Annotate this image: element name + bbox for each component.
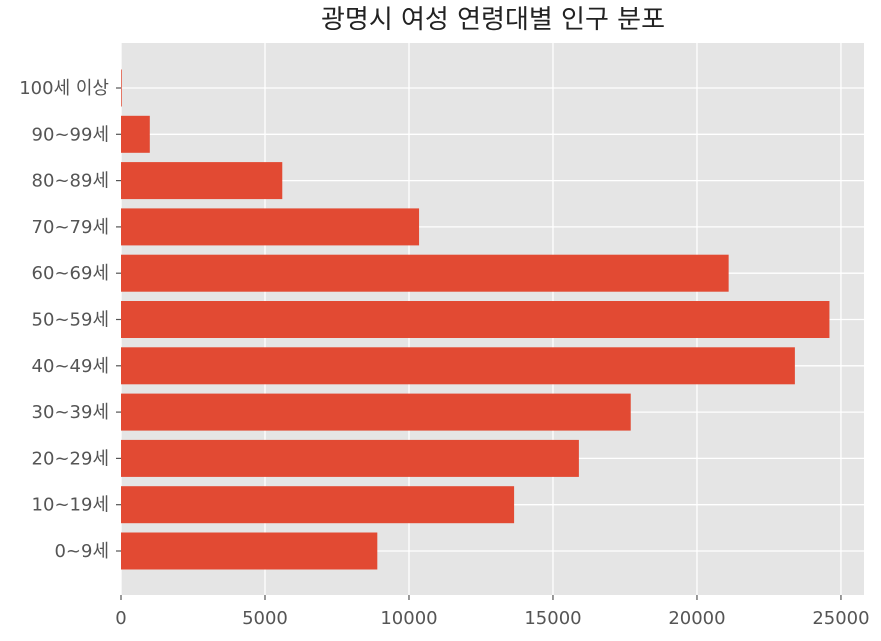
bar <box>121 69 122 107</box>
bar <box>121 347 795 385</box>
bars <box>121 69 830 570</box>
bar <box>121 532 378 570</box>
chart-title: 광명시 여성 연령대별 인구 분포 <box>321 5 665 35</box>
y-tick-label: 80~89세 <box>32 171 109 192</box>
bar <box>121 486 515 524</box>
y-tick-label: 20~29세 <box>32 448 109 469</box>
y-tick-label: 90~99세 <box>32 124 109 145</box>
bar <box>121 162 283 200</box>
x-tick-label: 5000 <box>242 608 288 629</box>
bar <box>121 254 729 292</box>
bar <box>121 393 631 431</box>
y-axis: 0~9세 10~19세 20~29세 30~39세 40~49세 50~59세 60~69세… <box>19 78 121 562</box>
bar <box>121 301 830 338</box>
x-axis: 0 5000 10000 15000 20000 25000 <box>115 595 870 629</box>
y-tick-label: 60~69세 <box>32 263 109 284</box>
bar <box>121 115 150 153</box>
y-tick-label: 30~39세 <box>32 402 109 423</box>
y-tick-label: 70~79세 <box>32 217 109 238</box>
x-tick-label: 20000 <box>668 608 725 629</box>
x-tick-label: 0 <box>115 608 126 629</box>
bar <box>121 439 579 477</box>
x-tick-label: 10000 <box>380 608 437 629</box>
y-tick-label: 100세 이상 <box>19 78 109 99</box>
bar <box>121 208 420 246</box>
y-tick-label: 0~9세 <box>54 541 109 562</box>
y-tick-label: 40~49세 <box>32 356 109 377</box>
x-tick-label: 25000 <box>812 608 869 629</box>
y-tick-label: 10~19세 <box>32 495 109 516</box>
x-tick-label: 15000 <box>524 608 581 629</box>
y-tick-label: 50~59세 <box>32 310 109 331</box>
